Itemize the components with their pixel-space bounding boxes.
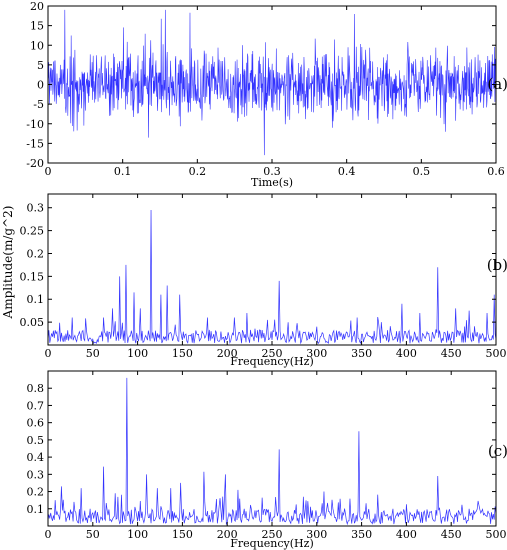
x-tick-label: 200 <box>217 528 238 541</box>
x-tick-label: 300 <box>306 347 327 360</box>
y-ticks-b: 0.05 0.1 0.15 0.2 0.25 0.3 <box>20 202 496 329</box>
x-tick-label: 0.4 <box>338 165 356 178</box>
plot-area-b <box>48 194 496 345</box>
spectrum-b-line <box>47 210 497 345</box>
x-tick-label: 0.3 <box>263 165 281 178</box>
x-tick-label: 500 <box>486 347 507 360</box>
y-tick-label: 5 <box>37 59 44 72</box>
y-tick-label: 15 <box>30 20 44 33</box>
x-tick-label: 0.6 <box>487 165 505 178</box>
y-tick-label: 0.1 <box>27 503 45 516</box>
x-tick-label: 0.2 <box>189 165 207 178</box>
x-tick-label: 450 <box>441 347 462 360</box>
y-tick-label: 0.7 <box>27 399 45 412</box>
spectrum-c-line <box>47 377 497 526</box>
x-tick-label: 100 <box>127 347 148 360</box>
y-tick-label: 0.6 <box>27 417 45 430</box>
y-ticks-c: 0.1 0.2 0.3 0.4 0.5 0.6 0.7 0.8 <box>27 382 496 516</box>
shared-y-axis-label: Amplitude(m/g^2) <box>1 206 15 320</box>
y-tick-label: 0.3 <box>27 468 45 481</box>
x-tick-label: 400 <box>396 347 417 360</box>
plot-area-c <box>48 371 496 526</box>
x-axis-label-b: Frequency(Hz) <box>230 355 313 368</box>
x-axis-label-a: Time(s) <box>251 176 293 189</box>
panel-label-a: (a) <box>487 75 507 93</box>
x-tick-label: 50 <box>86 347 100 360</box>
x-ticks-b: 0 50 100 150 200 250 300 350 400 450 500 <box>45 194 507 360</box>
x-ticks-a: 0 0.1 0.2 0.3 0.4 0.5 0.6 <box>45 6 505 178</box>
x-tick-label: 300 <box>306 528 327 541</box>
panel-label-b: (b) <box>487 256 507 274</box>
y-tick-label: 0.4 <box>27 451 45 464</box>
x-tick-label: 0.5 <box>413 165 431 178</box>
y-tick-label: 0.3 <box>27 202 45 215</box>
time-signal-line <box>47 9 497 156</box>
y-tick-label: 0 <box>37 79 44 92</box>
y-tick-label: 0.8 <box>27 382 45 395</box>
y-tick-label: 0.5 <box>27 434 45 447</box>
y-tick-label: 10 <box>30 39 44 52</box>
x-tick-label: 0 <box>45 165 52 178</box>
y-tick-label: 0.1 <box>27 293 45 306</box>
y-ticks-a: -20 -15 -10 -5 0 5 10 15 20 <box>26 0 496 170</box>
y-tick-label: 20 <box>30 0 44 13</box>
x-tick-label: 500 <box>486 528 507 541</box>
y-tick-label: -5 <box>33 98 44 111</box>
x-tick-label: 150 <box>172 528 193 541</box>
x-tick-label: 0 <box>45 528 52 541</box>
panel-a: 0 0.1 0.2 0.3 0.4 0.5 0.6 -20-15-10-505101520 … <box>26 0 507 189</box>
x-ticks-c: 0 50 100 150 200 250 300 350 400 450 500 <box>45 371 507 541</box>
y-tick-label: 0.2 <box>27 247 45 260</box>
y-tick-label: 0.25 <box>20 225 45 238</box>
panel-label-c: (c) <box>488 442 507 460</box>
y-tick-label: 0.05 <box>20 316 45 329</box>
x-tick-label: 450 <box>441 528 462 541</box>
panel-b: 0 50 100 150 200 250 300 350 400 450 500 0.050.10.… <box>20 193 507 368</box>
x-tick-label: 350 <box>351 347 372 360</box>
y-tick-label: -10 <box>26 118 44 131</box>
y-tick-label: 0.2 <box>27 486 45 499</box>
x-tick-label: 0.1 <box>114 165 132 178</box>
y-tick-label: -15 <box>26 137 44 150</box>
y-tick-label: 0.15 <box>20 270 45 283</box>
x-axis-label-c: Frequency(Hz) <box>230 537 313 550</box>
x-tick-label: 150 <box>172 347 193 360</box>
x-tick-label: 100 <box>127 528 148 541</box>
x-tick-label: 350 <box>351 528 372 541</box>
x-tick-label: 0 <box>45 347 52 360</box>
x-tick-label: 50 <box>86 528 100 541</box>
x-tick-label: 250 <box>262 347 283 360</box>
y-tick-label: -20 <box>26 157 44 170</box>
x-tick-label: 250 <box>262 528 283 541</box>
panel-c: 0 50 100 150 200 250 300 350 400 450 500 0.1 0.2 0.3… <box>27 370 507 550</box>
x-tick-label: 200 <box>217 347 238 360</box>
x-tick-label: 400 <box>396 528 417 541</box>
